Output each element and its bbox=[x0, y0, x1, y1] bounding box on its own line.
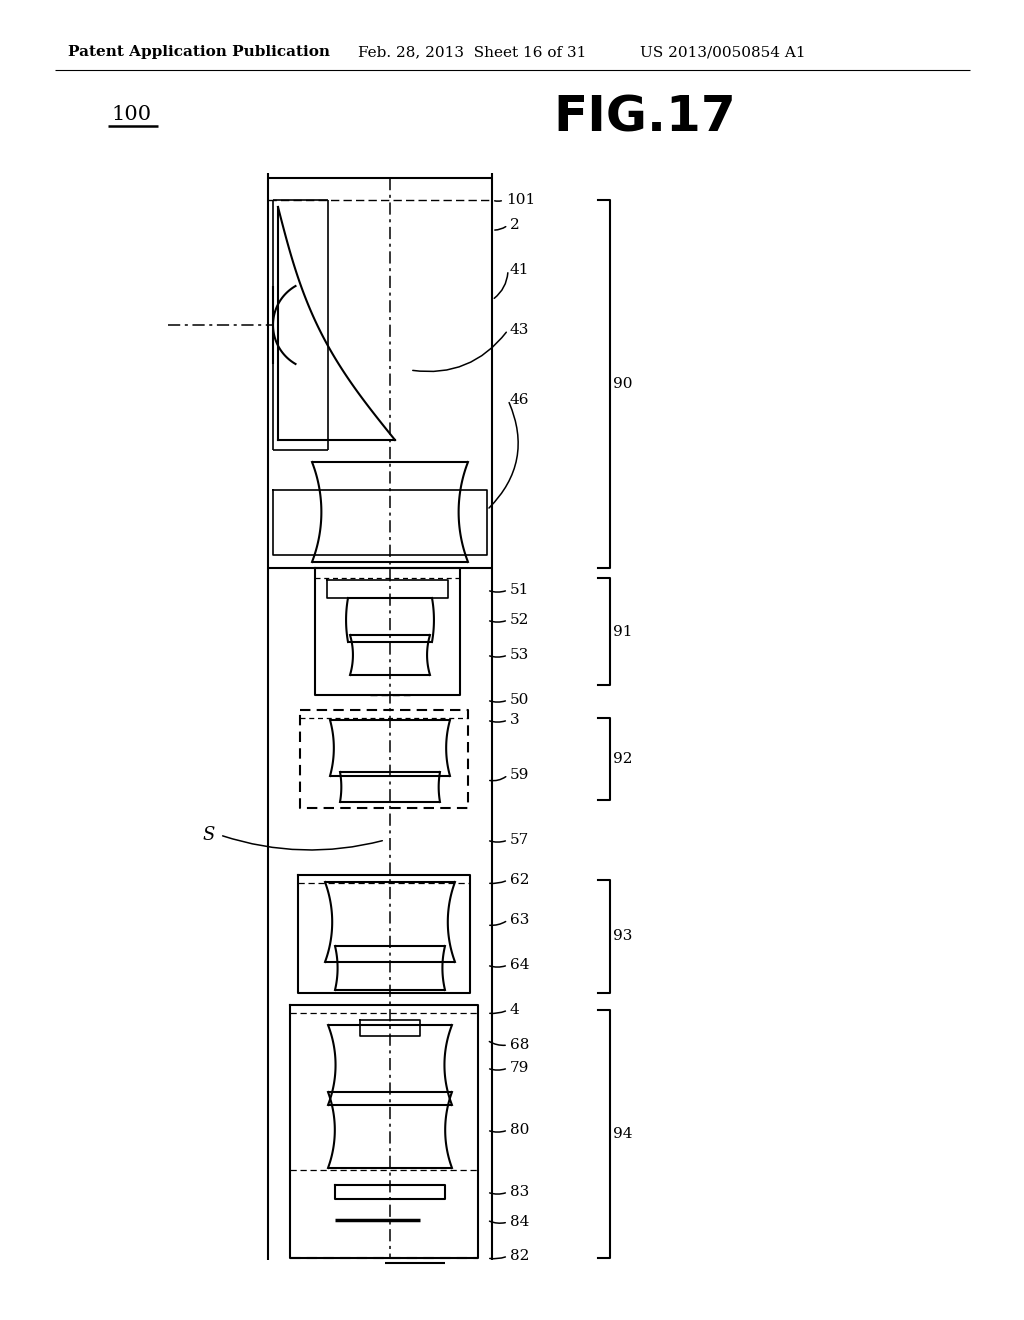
Text: 41: 41 bbox=[510, 263, 529, 277]
Text: 50: 50 bbox=[510, 693, 529, 708]
Text: 93: 93 bbox=[613, 929, 633, 944]
Text: 51: 51 bbox=[510, 583, 529, 597]
Text: US 2013/0050854 A1: US 2013/0050854 A1 bbox=[640, 45, 806, 59]
Text: 43: 43 bbox=[510, 323, 529, 337]
Text: 2: 2 bbox=[510, 218, 520, 232]
Text: 82: 82 bbox=[510, 1249, 529, 1263]
Text: 52: 52 bbox=[510, 612, 529, 627]
Text: 80: 80 bbox=[510, 1123, 529, 1137]
Text: 59: 59 bbox=[510, 768, 529, 781]
Text: 92: 92 bbox=[613, 752, 633, 766]
Text: 90: 90 bbox=[613, 378, 633, 391]
Text: 101: 101 bbox=[506, 193, 536, 207]
Text: Feb. 28, 2013  Sheet 16 of 31: Feb. 28, 2013 Sheet 16 of 31 bbox=[358, 45, 587, 59]
Text: 94: 94 bbox=[613, 1127, 633, 1140]
Text: 57: 57 bbox=[510, 833, 529, 847]
Text: 62: 62 bbox=[510, 873, 529, 887]
Text: 83: 83 bbox=[510, 1185, 529, 1199]
Text: 46: 46 bbox=[510, 393, 529, 407]
Text: 79: 79 bbox=[510, 1061, 529, 1074]
Text: 100: 100 bbox=[112, 106, 152, 124]
Text: 68: 68 bbox=[510, 1038, 529, 1052]
Text: Patent Application Publication: Patent Application Publication bbox=[68, 45, 330, 59]
Text: 91: 91 bbox=[613, 624, 633, 639]
Text: 4: 4 bbox=[510, 1003, 520, 1016]
Text: 64: 64 bbox=[510, 958, 529, 972]
Text: 3: 3 bbox=[510, 713, 519, 727]
Text: FIG.17: FIG.17 bbox=[554, 94, 736, 143]
Text: 63: 63 bbox=[510, 913, 529, 927]
Text: 84: 84 bbox=[510, 1214, 529, 1229]
Text: 53: 53 bbox=[510, 648, 529, 663]
Text: S: S bbox=[203, 826, 215, 843]
